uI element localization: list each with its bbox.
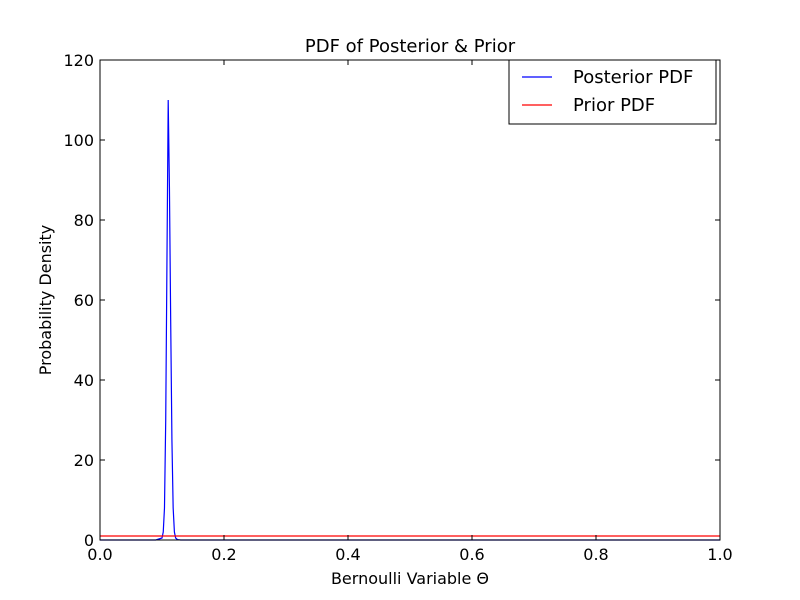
series-layer — [100, 99, 720, 541]
legend-label-posterior: Posterior PDF — [573, 67, 693, 88]
y-tick-label: 60 — [74, 291, 94, 310]
x-tick-label: 0.4 — [335, 545, 360, 564]
x-tick-label: 0.6 — [459, 545, 484, 564]
y-tick-label: 100 — [63, 131, 94, 150]
x-tick-label: 0.0 — [87, 545, 112, 564]
y-tick-label: 0 — [84, 531, 94, 550]
x-axis-label: Bernoulli Variable Θ — [331, 569, 489, 588]
legend-label-prior: Prior PDF — [573, 95, 655, 116]
y-ticks: 0 20 40 60 80 100 120 — [63, 51, 720, 550]
legend-box — [508, 59, 717, 125]
plot-area: 0.0 0.2 0.4 0.6 0.8 1.0 0 20 40 60 80 100 120 — [63, 51, 732, 564]
x-tick-label: 0.2 — [211, 545, 236, 564]
series-line-posterior-pdf — [100, 99, 720, 541]
x-tick-label: 0.8 — [583, 545, 608, 564]
y-tick-label: 20 — [74, 451, 94, 470]
y-tick-label: 80 — [74, 211, 94, 230]
y-tick-label: 120 — [63, 51, 94, 70]
x-tick-label: 1.0 — [707, 545, 732, 564]
y-axis-label: Probability Density — [36, 225, 55, 376]
legend: Posterior PDF Prior PDF — [508, 59, 717, 125]
y-tick-label: 40 — [74, 371, 94, 390]
chart-title: PDF of Posterior & Prior — [305, 36, 516, 57]
axes-background — [100, 60, 720, 540]
